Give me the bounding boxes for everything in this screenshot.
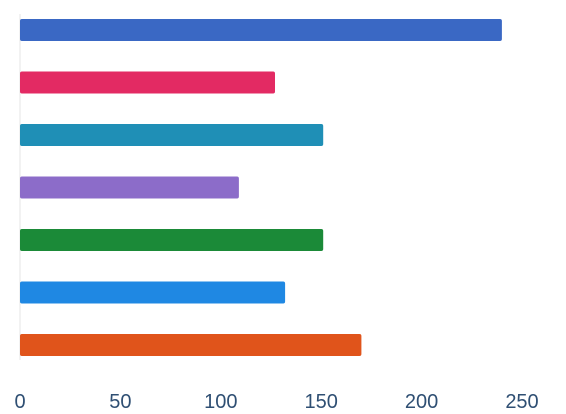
x-tick-label: 0	[14, 391, 25, 413]
x-tick-label: 200	[405, 391, 438, 413]
bar-1	[20, 71, 275, 94]
bar-2	[20, 124, 324, 146]
bar-0	[20, 19, 502, 41]
x-tick-label: 50	[109, 391, 131, 413]
bar-4	[20, 229, 324, 251]
x-tick-label: 250	[505, 391, 538, 413]
x-tick-label: 100	[204, 391, 237, 413]
bar-3	[20, 176, 239, 199]
bar-6	[20, 334, 362, 356]
x-tick-label: 150	[305, 391, 338, 413]
x-axis-ticks: 0 50 100 150 200 250	[14, 391, 538, 413]
bar-5	[20, 281, 286, 304]
bars-group	[20, 19, 502, 356]
